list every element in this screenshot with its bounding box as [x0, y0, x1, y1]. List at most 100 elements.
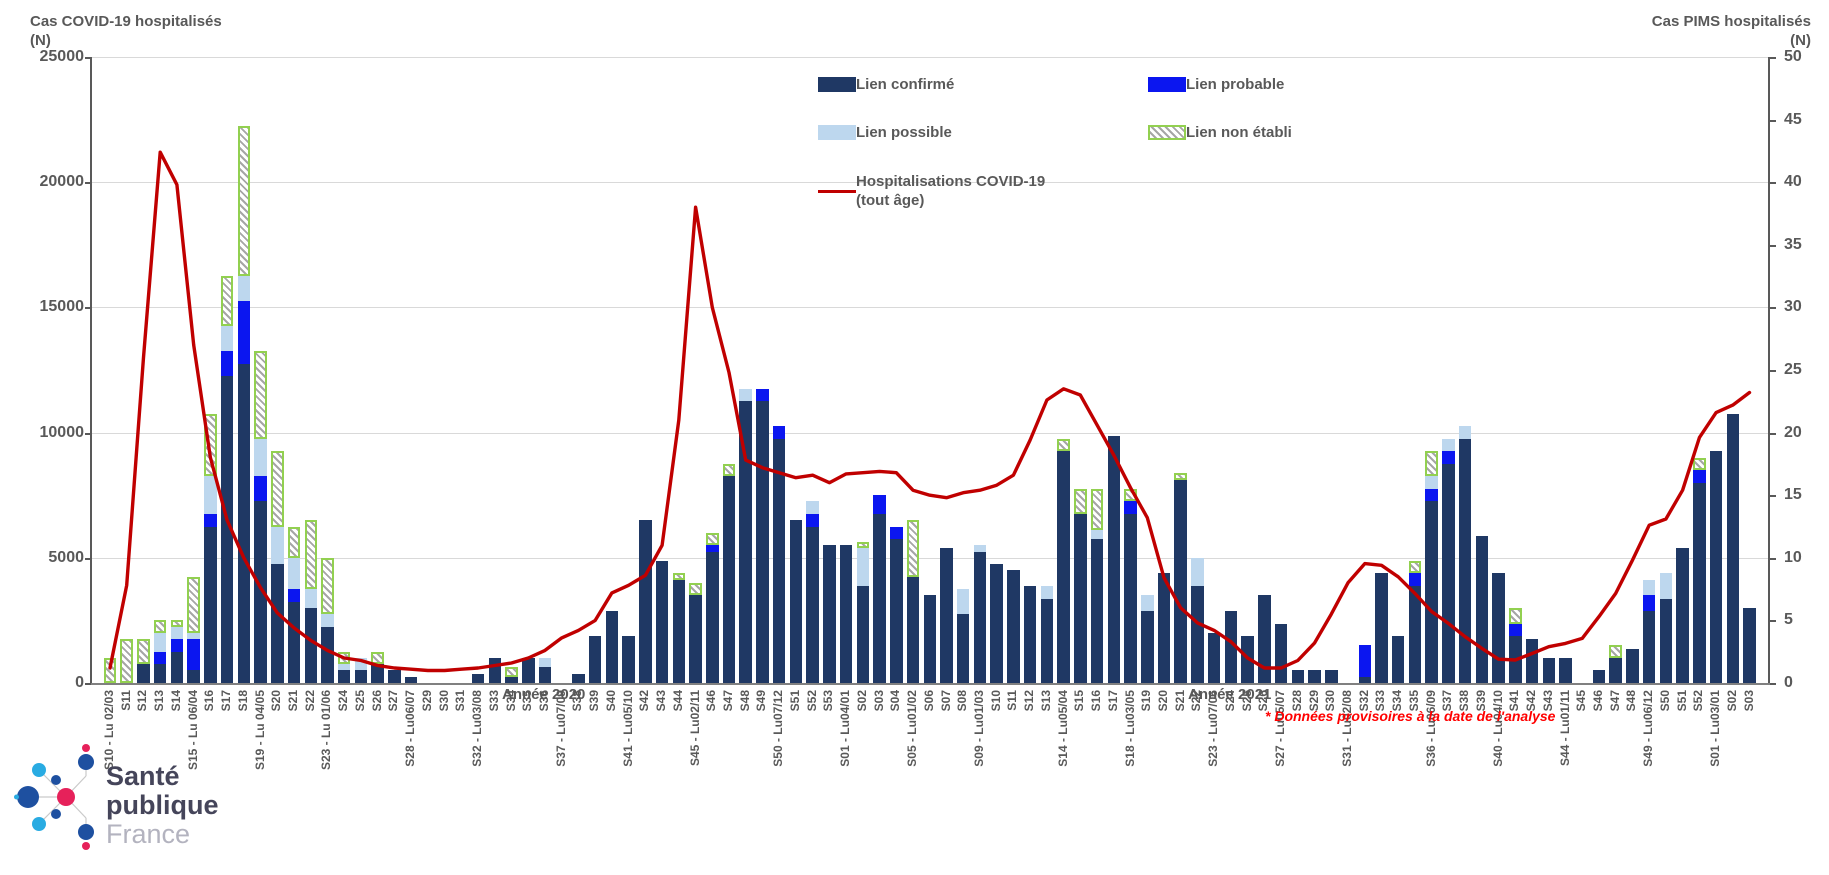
bar-segment-possible [806, 501, 819, 514]
bar-segment-possible [1191, 557, 1204, 586]
bar-segment-non-etabli [689, 582, 702, 596]
bar-segment-confirme [1207, 632, 1221, 683]
x-axis-week-label: S14 - Lu05/04 [1055, 690, 1070, 767]
bar-segment-non-etabli [1074, 488, 1087, 514]
bar-segment-confirme [254, 501, 267, 683]
bar-segment-possible [321, 614, 334, 627]
right-axis-tickmark [1770, 370, 1776, 372]
x-axis-week-label: S08 [955, 690, 970, 712]
bar-segment-non-etabli [287, 526, 301, 558]
gridline [92, 307, 1768, 309]
x-axis-week-label: S01 - Lu04/01 [838, 690, 853, 767]
x-axis-week-label: S12 [135, 690, 150, 712]
bar-segment-possible [1442, 438, 1455, 452]
x-axis-week-label: S22 [302, 690, 317, 712]
bar-segment-non-etabli [1693, 457, 1706, 471]
bar-segment-non-etabli [304, 520, 317, 590]
x-axis-week-label: S25 [352, 690, 367, 712]
bar-segment-confirme [873, 513, 886, 683]
x-axis-week-label: S30 [436, 690, 451, 712]
bar-segment-possible [1659, 573, 1673, 599]
x-axis-week-label: S17 [219, 690, 234, 712]
x-axis-week-label: S12 [1022, 690, 1037, 712]
bar-segment-confirme [973, 551, 987, 683]
bar-segment-confirme [505, 676, 518, 683]
bar-segment-confirme [204, 526, 217, 683]
bar-segment-probable [1442, 451, 1455, 464]
x-axis-week-label: S42 [637, 690, 652, 712]
bar-segment-probable [1642, 595, 1656, 612]
bar-segment-confirme [371, 664, 384, 683]
left-axis-tick-label: 5000 [48, 548, 84, 566]
bar-segment-confirme [1626, 648, 1639, 683]
bar-segment-confirme [672, 579, 686, 683]
bar-segment-non-etabli [1174, 473, 1187, 480]
bar-segment-probable [706, 545, 719, 552]
right-axis-tick-label: 10 [1784, 548, 1802, 566]
x-axis-week-label: S39 [587, 690, 602, 712]
bar-segment-confirme [756, 401, 769, 683]
bar-segment-probable [772, 426, 786, 439]
left-axis-tickmark [85, 557, 91, 560]
right-axis-tick-label: 25 [1784, 361, 1802, 378]
bar-segment-confirme [337, 670, 351, 683]
bar-segment-probable [806, 513, 819, 527]
x-axis-week-label: S33 [486, 690, 501, 712]
legend-label-non-etabli: Lien non établi [1186, 124, 1292, 141]
x-axis-week-label: S47 [721, 690, 735, 712]
bar-segment-confirme [706, 551, 719, 683]
bar-segment-confirme [1676, 548, 1689, 683]
bar-segment-confirme [856, 585, 870, 683]
bar-segment-non-etabli [856, 542, 870, 549]
bar-segment-confirme [1191, 585, 1204, 683]
bar-segment-confirme [839, 545, 853, 683]
bar-segment-possible [204, 476, 217, 514]
logo-dots-icon [14, 744, 94, 850]
legend-swatch-covid-line [818, 189, 856, 193]
right-axis-tickmark [1770, 307, 1776, 310]
x-axis-week-label: S52 [804, 690, 819, 712]
legend-label-covid-line: Hospitalisations COVID-19 (tout âge) [856, 173, 1046, 209]
right-axis-title: Cas PIMS hospitalisés (N) [1652, 12, 1811, 50]
x-axis-week-label: S13 [152, 690, 167, 712]
bar-segment-confirme [404, 676, 418, 683]
bar-segment-non-etabli [1509, 607, 1522, 624]
x-axis-week-label: S11 [118, 690, 133, 711]
x-axis-week-label: S04 [888, 690, 903, 712]
right-axis-tick-label: 50 [1784, 48, 1802, 65]
gridline [92, 182, 1768, 184]
year-label-2020: Année 2020 [502, 686, 586, 703]
bar-segment-confirme [1559, 657, 1572, 683]
bar-segment-non-etabli [254, 351, 267, 439]
bar-segment-probable [1408, 573, 1422, 586]
bar-segment-confirme [1458, 438, 1472, 683]
legend-item-probable: Lien probable [1148, 75, 1284, 94]
bar-segment-probable [1425, 488, 1438, 502]
bar-segment-probable [254, 476, 267, 502]
provisional-data-note: * Données provisoires à la date de l'ana… [1265, 708, 1556, 724]
bar-segment-confirme [1709, 451, 1723, 683]
left-axis-tick-label: 0 [75, 674, 84, 691]
bar-segment-possible [271, 526, 284, 565]
left-axis-title-line1: Cas COVID-19 hospitalisés [30, 13, 222, 30]
x-axis-week-label: S49 [754, 690, 769, 712]
x-axis-week-label: S20 [269, 690, 284, 712]
bar-segment-confirme [1308, 670, 1321, 683]
left-axis-tick-label: 15000 [39, 298, 85, 316]
x-axis-week-label: S50 - Lu07/12 [771, 690, 786, 767]
x-axis-week-label: S02 [1724, 690, 1739, 712]
bar-segment-non-etabli [220, 276, 234, 327]
bar-segment-confirme [153, 664, 167, 683]
bar-segment-probable [204, 513, 217, 527]
x-axis-week-label: S44 [670, 690, 685, 712]
x-axis-week-label: S49 - Lu06/12 [1641, 690, 1656, 767]
x-axis-week-label: S28 - Lu06/07 [403, 690, 418, 767]
x-axis-week-label: S23 - Lu 01/06 [319, 690, 334, 771]
bar-segment-probable [1693, 470, 1706, 483]
x-axis-week-label: S16 [1089, 690, 1104, 712]
x-axis-week-label: S24 [336, 690, 351, 712]
left-axis-tickmark [85, 182, 91, 185]
bar-segment-confirme [605, 611, 619, 683]
bar-segment-non-etabli [237, 125, 251, 277]
bar-segment-confirme [689, 595, 702, 683]
